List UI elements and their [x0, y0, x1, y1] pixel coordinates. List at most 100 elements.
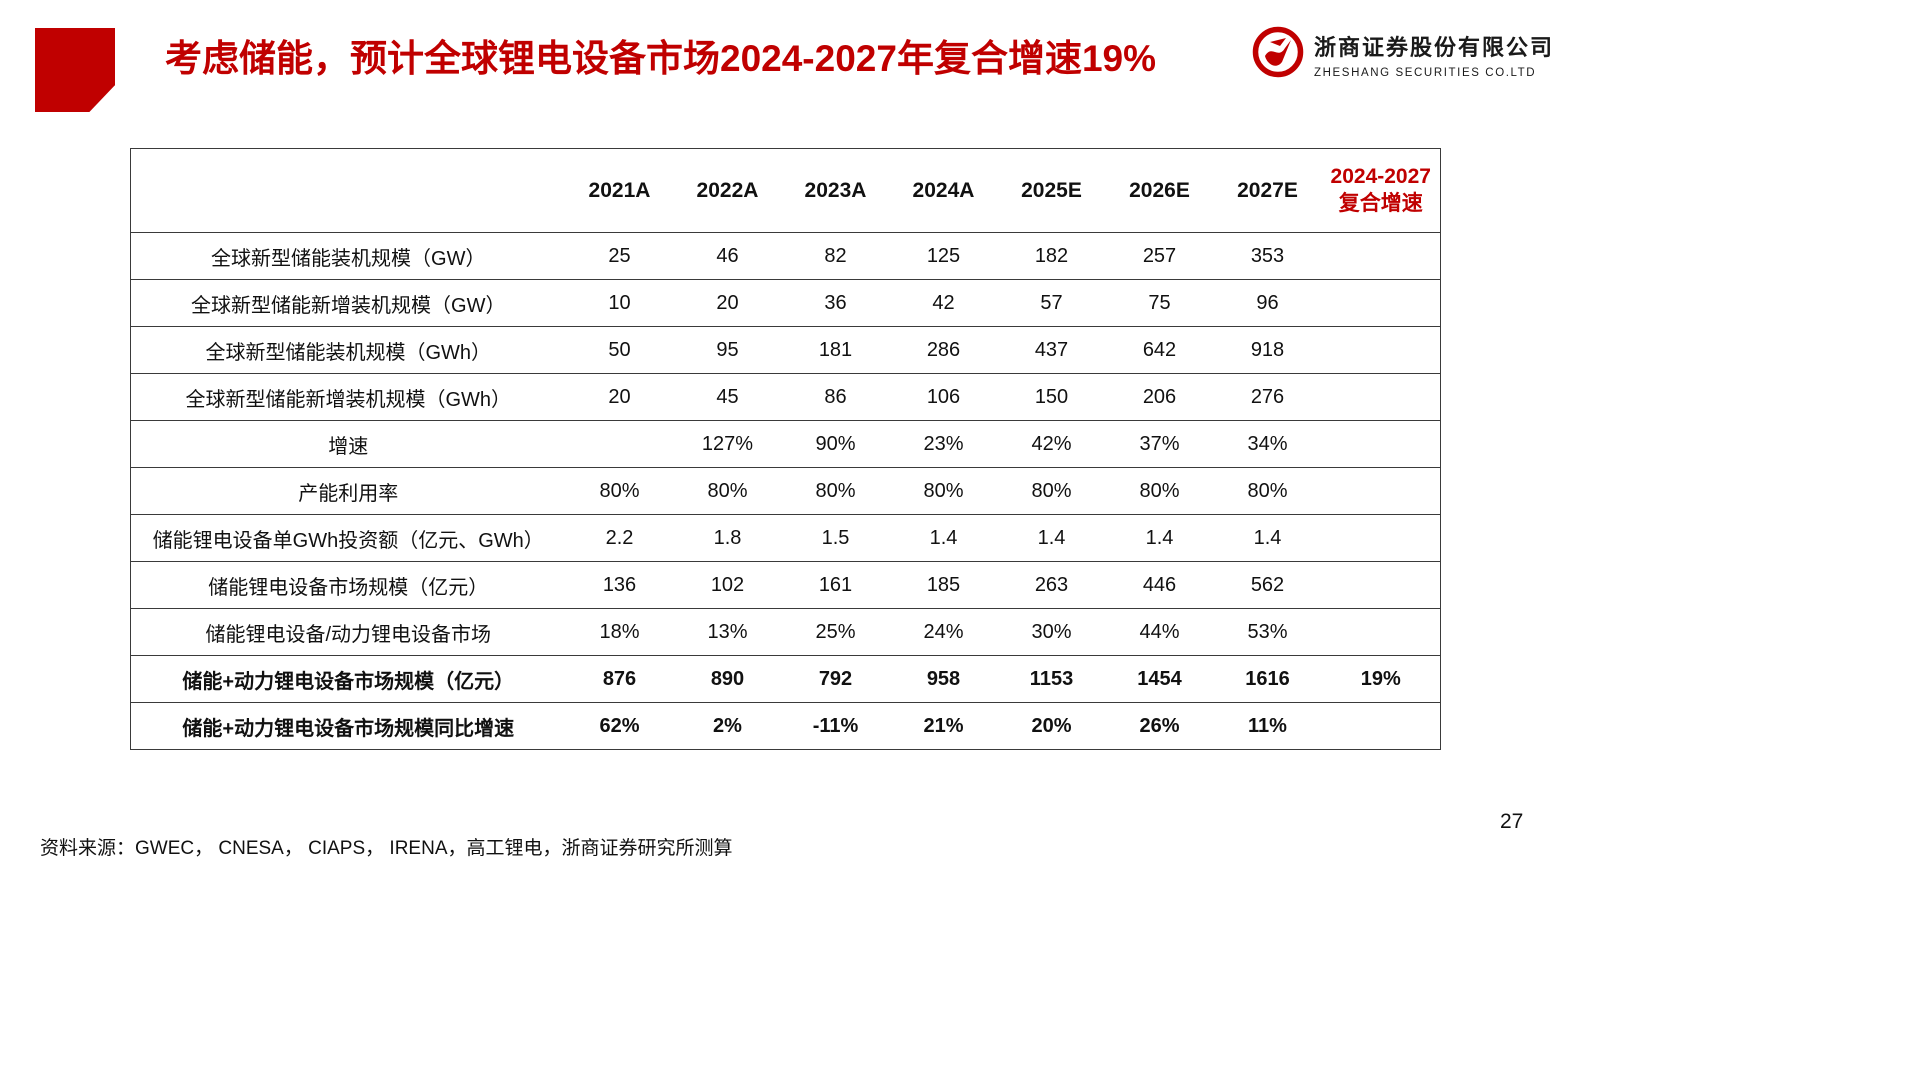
value-cell: 50: [565, 326, 674, 374]
company-name-cn: 浙商证券股份有限公司: [1314, 35, 1555, 60]
corner-cell: [131, 149, 566, 233]
value-cell: 958: [889, 655, 998, 703]
value-cell: 80%: [1213, 467, 1322, 515]
value-cell: 2%: [673, 702, 782, 750]
value-cell: 918: [1213, 326, 1322, 374]
value-cell: 206: [1105, 373, 1214, 421]
value-cell: 86: [781, 373, 890, 421]
table-row: 全球新型储能装机规模（GWh） 50 95 181 286 437 642 918: [130, 326, 1441, 374]
row-label: 全球新型储能新增装机规模（GW）: [130, 279, 566, 327]
page-title: 考虑储能，预计全球锂电设备市场2024-2027年复合增速19%: [165, 38, 1156, 79]
row-label: 全球新型储能新增装机规模（GWh）: [130, 373, 566, 421]
value-cell: 80%: [565, 467, 674, 515]
value-cell: 263: [997, 561, 1106, 609]
year-column-header: 2026E: [1129, 178, 1190, 202]
value-cell: 10: [565, 279, 674, 327]
value-cell: 1.4: [889, 514, 998, 562]
value-cell: -11%: [781, 702, 890, 750]
value-cell: 20: [565, 373, 674, 421]
value-cell: 150: [997, 373, 1106, 421]
value-cell: 1.4: [1213, 514, 1322, 562]
value-cell: 80%: [673, 467, 782, 515]
value-cell: 21%: [889, 702, 998, 750]
year-column-header: 2027E: [1237, 178, 1298, 202]
value-cell: 1.8: [673, 514, 782, 562]
value-cell: 42: [889, 279, 998, 327]
value-cell: 36: [781, 279, 890, 327]
value-cell: 80%: [997, 467, 1106, 515]
value-cell: 34%: [1213, 420, 1322, 468]
row-label: 产能利用率: [130, 467, 566, 515]
value-cell: 11%: [1213, 702, 1322, 750]
value-cell: 125: [889, 232, 998, 280]
source-note: 资料来源：GWEC， CNESA， CIAPS， IRENA，高工锂电，浙商证券…: [40, 838, 733, 859]
value-cell: 82: [781, 232, 890, 280]
row-label: 增速: [130, 420, 566, 468]
value-cell: 181: [781, 326, 890, 374]
table-row: 全球新型储能装机规模（GW） 25 46 82 125 182 257 353: [130, 232, 1441, 280]
value-cell: 26%: [1105, 702, 1214, 750]
value-cell: 792: [781, 655, 890, 703]
value-cell: 353: [1213, 232, 1322, 280]
year-column-header: 2021A: [588, 178, 651, 202]
value-cell: 37%: [1105, 420, 1214, 468]
value-cell: 80%: [1105, 467, 1214, 515]
value-cell: [1321, 608, 1441, 656]
value-cell: 53%: [1213, 608, 1322, 656]
data-table: 2021A 2022A 2023A 2024A 2025E 2026E 2027E 2024-…: [130, 148, 1441, 750]
value-cell: 24%: [889, 608, 998, 656]
row-label: 储能锂电设备市场规模（亿元）: [130, 561, 566, 609]
value-cell: [1321, 373, 1441, 421]
value-cell: 1.5: [781, 514, 890, 562]
company-logo: 浙商证券股份有限公司 ZHESHANG SECURITIES CO.LTD: [1252, 26, 1554, 79]
table-row: 产能利用率 80% 80% 80% 80% 80% 80% 80%: [130, 467, 1441, 515]
year-column-header: 2025E: [1021, 178, 1082, 202]
value-cell: 1.4: [997, 514, 1106, 562]
row-label: 储能锂电设备单GWh投资额（亿元、GWh）: [130, 514, 566, 562]
value-cell: 136: [565, 561, 674, 609]
value-cell: [1321, 326, 1441, 374]
page-number: 27: [1500, 810, 1524, 833]
value-cell: 1153: [997, 655, 1106, 703]
row-label: 全球新型储能装机规模（GW）: [130, 232, 566, 280]
value-cell: 57: [997, 279, 1106, 327]
value-cell: 75: [1105, 279, 1214, 327]
row-label: 储能+动力锂电设备市场规模同比增速: [130, 702, 566, 750]
year-column-header: 2022A: [696, 178, 759, 202]
value-cell: 90%: [781, 420, 890, 468]
value-cell: [565, 420, 674, 468]
table-row: 储能锂电设备单GWh投资额（亿元、GWh） 2.2 1.8 1.5 1.4 1.4 1.4 1…: [130, 514, 1441, 562]
value-cell: 890: [673, 655, 782, 703]
value-cell: 161: [781, 561, 890, 609]
value-cell: 95: [673, 326, 782, 374]
corner-accent-square: [35, 28, 115, 112]
value-cell: 102: [673, 561, 782, 609]
data-table-container: 2021A 2022A 2023A 2024A 2025E 2026E 2027E 2024-…: [130, 148, 1441, 750]
value-cell: 44%: [1105, 608, 1214, 656]
value-cell: 642: [1105, 326, 1214, 374]
value-cell: 18%: [565, 608, 674, 656]
value-cell: 20: [673, 279, 782, 327]
value-cell: 876: [565, 655, 674, 703]
value-cell: 30%: [997, 608, 1106, 656]
value-cell: 437: [997, 326, 1106, 374]
table-row: 储能+动力锂电设备市场规模同比增速 62% 2% -11% 21% 20% 26% 11%: [130, 702, 1441, 750]
value-cell: 46: [673, 232, 782, 280]
row-label: 储能锂电设备/动力锂电设备市场: [130, 608, 566, 656]
value-cell: 96: [1213, 279, 1322, 327]
value-cell: 19%: [1321, 655, 1441, 703]
value-cell: 276: [1213, 373, 1322, 421]
value-cell: 106: [889, 373, 998, 421]
value-cell: [1321, 467, 1441, 515]
table-row: 储能+动力锂电设备市场规模（亿元） 876 890 792 958 1153 1454 161…: [130, 655, 1441, 703]
value-cell: [1321, 232, 1441, 280]
value-cell: 185: [889, 561, 998, 609]
value-cell: 562: [1213, 561, 1322, 609]
table-row: 储能锂电设备市场规模（亿元） 136 102 161 185 263 446 562: [130, 561, 1441, 609]
value-cell: [1321, 514, 1441, 562]
company-name-en: ZHESHANG SECURITIES CO.LTD: [1314, 67, 1537, 79]
value-cell: 42%: [997, 420, 1106, 468]
value-cell: [1321, 702, 1441, 750]
value-cell: 127%: [673, 420, 782, 468]
value-cell: 1616: [1213, 655, 1322, 703]
